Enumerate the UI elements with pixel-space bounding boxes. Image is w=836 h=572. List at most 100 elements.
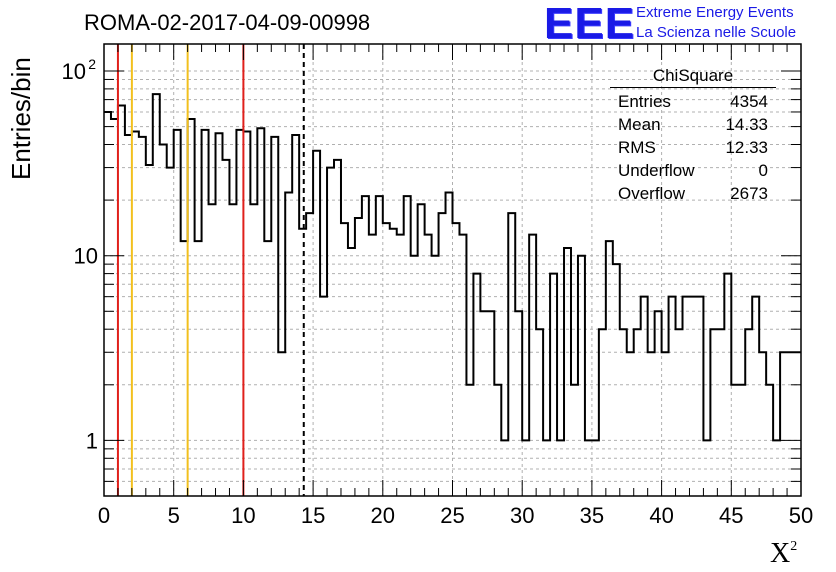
histogram-bin: [397, 235, 404, 496]
histogram-bin: [599, 329, 606, 496]
histogram-bin: [355, 218, 362, 496]
histogram-bin: [285, 192, 292, 496]
histogram-bin: [362, 196, 369, 496]
histogram-bin: [229, 204, 236, 496]
histogram-bin: [209, 204, 216, 496]
histogram-bin: [195, 241, 202, 496]
histogram-series: [104, 93, 801, 442]
histogram-bin: [341, 223, 348, 496]
histogram-bin: [250, 204, 257, 496]
histogram-bin: [536, 329, 543, 496]
histogram-bin: [404, 196, 411, 496]
histogram-bin: [348, 248, 355, 496]
stats-name: ChiSquare: [610, 66, 776, 88]
histogram-bin: [494, 385, 501, 496]
histogram-bin: [787, 352, 794, 496]
histogram-bin: [411, 256, 418, 496]
histogram-bin: [627, 352, 634, 496]
histogram-bin: [376, 196, 383, 496]
stats-row: Entries 4354: [618, 92, 768, 111]
histogram-bin: [731, 385, 738, 496]
y-axis-label: Entries/bin: [6, 57, 36, 180]
histogram-bin: [773, 440, 780, 496]
x-axis-label: X2: [770, 538, 798, 569]
run-title: ROMA-02-2017-04-09-00998: [84, 10, 371, 35]
histogram-bin: [564, 248, 571, 496]
histogram-bin: [222, 160, 229, 496]
histogram-bin: [641, 297, 648, 496]
histogram-bin: [327, 168, 334, 496]
histogram-bin: [446, 192, 453, 496]
histogram-bin: [181, 241, 188, 496]
histogram-bin: [529, 235, 536, 496]
x-tick-label: 20: [371, 503, 395, 528]
histogram-bin: [383, 223, 390, 496]
histogram-bin: [292, 135, 299, 496]
histogram-bin: [780, 352, 787, 496]
stats-row: Overflow 2673: [618, 184, 768, 203]
histogram-bin: [515, 311, 522, 496]
x-tick-label: 50: [789, 503, 813, 528]
histogram-bin: [717, 329, 724, 496]
histogram-bin: [111, 119, 118, 496]
histogram-bin: [174, 130, 181, 496]
histogram-bin: [453, 223, 460, 496]
histogram-bin: [724, 274, 731, 496]
histogram-bin: [634, 329, 641, 496]
histogram-bin: [522, 440, 529, 496]
histogram-bin: [425, 235, 432, 496]
histogram-bin: [278, 352, 285, 496]
eee-logo: EEE: [544, 0, 636, 48]
histogram-bin: [243, 132, 250, 496]
y-tick-label: 1: [86, 428, 98, 453]
histogram-bin: [703, 440, 710, 496]
histogram-bin: [369, 235, 376, 496]
histogram-bin: [613, 264, 620, 496]
x-tick-label: 5: [168, 503, 180, 528]
histogram-bin: [662, 352, 669, 496]
histogram-bin: [306, 213, 313, 496]
stats-row: Mean 14.33: [618, 115, 768, 134]
histogram-bin: [543, 440, 550, 496]
histogram-bin: [313, 151, 320, 496]
histogram-bin: [585, 440, 592, 496]
histogram-bin: [132, 132, 139, 496]
histogram-bin: [752, 297, 759, 496]
y-tick-label: 10: [62, 59, 86, 84]
x-tick-label: 40: [649, 503, 673, 528]
histogram-bin: [320, 297, 327, 496]
histogram-bin: [683, 297, 690, 496]
logo-line-2: La Scienza nelle Scuole: [636, 24, 797, 41]
histogram-bin: [216, 133, 223, 496]
histogram-bin: [592, 440, 599, 496]
histogram-bin: [390, 229, 397, 496]
histogram-bin: [188, 119, 195, 496]
logo-line-1: Extreme Energy Events: [636, 4, 794, 21]
histogram-bin: [557, 440, 564, 496]
histogram-bin: [794, 352, 801, 496]
histogram-bin: [501, 440, 508, 496]
histogram-bin: [480, 311, 487, 496]
x-tick-label: 45: [719, 503, 743, 528]
histogram-bin: [264, 241, 271, 496]
histogram-bin: [439, 213, 446, 496]
histogram-bin: [257, 128, 264, 496]
histogram-bin: [606, 241, 613, 496]
histogram-bin: [766, 385, 773, 496]
histogram-bin: [620, 329, 627, 496]
histogram-bin: [689, 297, 696, 496]
x-tick-label: 15: [301, 503, 325, 528]
histogram-bin: [459, 235, 466, 496]
histogram-bin: [508, 213, 515, 496]
histogram-bin: [146, 165, 153, 496]
histogram-bin: [487, 311, 494, 496]
histogram-bin: [125, 135, 132, 496]
histogram-bin: [759, 352, 766, 496]
histogram-bin: [202, 130, 209, 496]
histogram-bin: [271, 137, 278, 496]
histogram-bin: [669, 297, 676, 496]
histogram-bin: [738, 385, 745, 496]
histogram-bin: [432, 256, 439, 496]
